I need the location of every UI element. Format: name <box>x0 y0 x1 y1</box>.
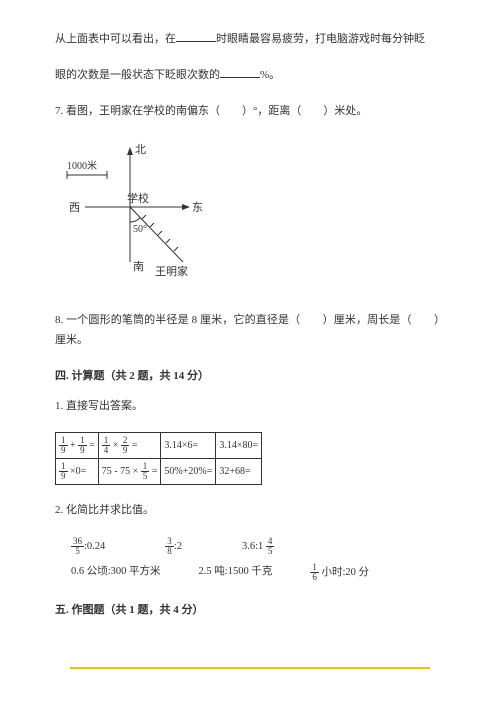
section4-q2: 2. 化简比并求比值。 <box>55 501 445 521</box>
blank-fill[interactable] <box>220 66 260 78</box>
east-label: 东 <box>192 201 203 214</box>
cell: 19 ×0= <box>56 459 99 485</box>
cell: 50%+20%= <box>161 459 216 485</box>
cell: 75 - 75 × 15 = <box>98 459 161 485</box>
question-context-line1: 从上面表中可以看出，在 时眼睛最容易疲劳，打电脑游戏时每分钟眨 <box>55 30 445 50</box>
angle-label: 50° <box>133 224 147 235</box>
ratio-item: 38:2 <box>165 537 182 557</box>
school-label: 学校 <box>127 191 149 205</box>
text: 时眼睛最容易疲劳，打电脑游戏时每分钟眨 <box>216 33 425 45</box>
north-label: 北 <box>135 143 146 156</box>
cell: 3.14×80= <box>216 433 262 459</box>
cell: 3.14×6= <box>161 433 216 459</box>
ratio-row-2: 0.6 公顷:300 平方米 2.5 吨:1500 千克 16 小时:20 分 <box>55 563 445 583</box>
text: 眼的次数是一般状态下眨眼次数的 <box>55 69 220 81</box>
calc-table: 19 + 19 = 14 × 29 = 3.14×6= 3.14×80= 19 … <box>55 432 262 485</box>
ratio-item: 2.5 吨:1500 千克 <box>199 563 273 583</box>
section-4-title: 四. 计算题（共 2 题，共 14 分） <box>55 367 445 387</box>
blank-fill[interactable] <box>176 30 216 42</box>
cell: 32+68= <box>216 459 262 485</box>
south-label: 南 <box>133 260 144 273</box>
table-row: 19 + 19 = 14 × 29 = 3.14×6= 3.14×80= <box>56 433 262 459</box>
house-label: 王明家 <box>155 264 188 278</box>
text: %。 <box>260 69 280 81</box>
section4-q1: 1. 直接写出答案。 <box>55 397 445 417</box>
ratio-item: 3.6:1 45 <box>242 537 274 557</box>
cell: 14 × 29 = <box>98 433 161 459</box>
ratio-item: 16 小时:20 分 <box>310 563 369 583</box>
footer-decoration <box>70 667 430 669</box>
scale-label: 1000米 <box>67 159 97 172</box>
question-8: 8. 一个圆形的笔筒的半径是 8 厘米，它的直径是（ ）厘米，周长是（ ）厘米。 <box>55 311 445 351</box>
ratio-item: 365:0.24 <box>71 537 105 557</box>
compass-figure: 北 南 东 西 50° 学校 王明家 1000米 <box>55 137 445 295</box>
ratio-item: 0.6 公顷:300 平方米 <box>71 563 161 583</box>
west-label: 西 <box>69 202 80 214</box>
question-7: 7. 看图，王明家在学校的南偏东（ ）°，距离（ ）米处。 <box>55 102 445 122</box>
text: 从上面表中可以看出，在 <box>55 33 176 45</box>
ratio-row-1: 365:0.24 38:2 3.6:1 45 <box>55 537 445 557</box>
table-row: 19 ×0= 75 - 75 × 15 = 50%+20%= 32+68= <box>56 459 262 485</box>
question-context-line2: 眼的次数是一般状态下眨眼次数的 %。 <box>55 66 445 86</box>
cell: 19 + 19 = <box>56 433 99 459</box>
section-5-title: 五. 作图题（共 1 题，共 4 分） <box>55 601 445 621</box>
